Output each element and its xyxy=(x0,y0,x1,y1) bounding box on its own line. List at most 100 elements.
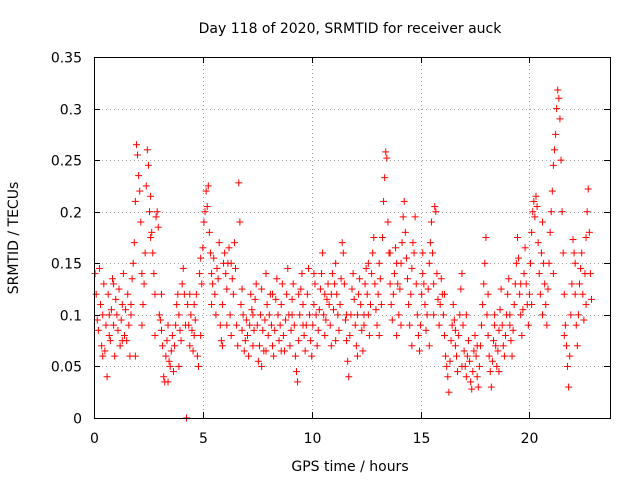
data-point xyxy=(427,218,435,226)
data-point xyxy=(494,347,502,355)
data-point xyxy=(539,218,547,226)
data-point xyxy=(417,321,425,329)
data-point xyxy=(225,244,233,252)
data-point xyxy=(351,321,359,329)
data-point xyxy=(340,280,348,288)
data-point xyxy=(398,239,406,247)
data-point xyxy=(358,326,366,334)
data-point xyxy=(201,208,209,216)
data-point xyxy=(562,342,570,350)
data-point xyxy=(369,249,377,257)
data-point xyxy=(144,161,152,169)
y-tick-label: 0.35 xyxy=(51,51,82,67)
data-point xyxy=(401,228,409,236)
data-point xyxy=(230,239,238,247)
data-point xyxy=(165,357,173,365)
data-point xyxy=(259,326,267,334)
data-point xyxy=(226,311,234,319)
data-point xyxy=(512,259,520,267)
data-point xyxy=(321,290,329,298)
data-point xyxy=(153,208,161,216)
data-point xyxy=(311,280,319,288)
data-point xyxy=(124,290,132,298)
data-point xyxy=(333,290,341,298)
data-point xyxy=(262,347,270,355)
data-point xyxy=(394,280,402,288)
data-point xyxy=(516,290,524,298)
data-point xyxy=(471,331,479,339)
data-point xyxy=(500,352,508,360)
data-point xyxy=(112,295,120,303)
data-point xyxy=(469,368,477,376)
data-point xyxy=(239,311,247,319)
data-point xyxy=(383,154,391,162)
data-point xyxy=(509,326,517,334)
data-point xyxy=(328,270,336,278)
data-point xyxy=(458,270,466,278)
data-point xyxy=(381,174,389,182)
data-point xyxy=(310,270,318,278)
data-point xyxy=(132,141,140,149)
data-point xyxy=(248,306,256,314)
y-tick-label: 0.2 xyxy=(60,206,82,222)
data-point xyxy=(479,301,487,309)
data-point xyxy=(106,337,114,345)
data-point xyxy=(168,331,176,339)
data-point xyxy=(300,331,308,339)
data-point xyxy=(446,357,454,365)
data-point xyxy=(453,352,461,360)
data-point xyxy=(175,311,183,319)
data-point xyxy=(187,311,195,319)
data-point xyxy=(487,383,495,391)
data-point xyxy=(519,306,527,314)
data-point xyxy=(406,321,414,329)
data-point xyxy=(295,337,303,345)
data-point xyxy=(118,337,126,345)
data-point xyxy=(352,342,360,350)
data-point xyxy=(414,331,422,339)
data-point xyxy=(320,311,328,319)
data-point xyxy=(547,208,555,216)
data-point xyxy=(307,337,315,345)
data-point xyxy=(196,270,204,278)
data-point xyxy=(326,321,334,329)
data-point xyxy=(104,290,112,298)
data-point xyxy=(375,331,383,339)
data-point xyxy=(501,331,509,339)
data-point xyxy=(169,368,177,376)
data-point xyxy=(560,290,568,298)
data-point xyxy=(534,239,542,247)
data-point xyxy=(263,301,271,309)
x-tick-labels: 0 5 10 15 20 xyxy=(90,431,538,447)
data-point xyxy=(94,326,102,334)
data-point xyxy=(188,326,196,334)
data-point xyxy=(442,352,450,360)
data-point xyxy=(507,337,515,345)
data-point xyxy=(338,239,346,247)
data-point xyxy=(206,249,214,257)
data-point xyxy=(146,208,154,216)
data-point xyxy=(399,213,407,221)
data-point xyxy=(434,295,442,303)
data-point xyxy=(324,280,332,288)
data-point xyxy=(418,290,426,298)
data-point xyxy=(546,228,554,236)
data-point xyxy=(544,285,552,293)
data-point xyxy=(227,259,235,267)
data-point xyxy=(482,234,490,241)
data-point xyxy=(247,290,255,298)
data-point xyxy=(98,342,106,350)
data-point xyxy=(570,249,578,257)
data-point xyxy=(264,331,272,339)
data-point xyxy=(288,295,296,303)
data-point xyxy=(319,249,327,257)
data-point xyxy=(129,259,137,267)
data-point xyxy=(365,331,373,339)
data-point xyxy=(245,352,253,360)
axis-ticks xyxy=(94,57,610,419)
data-point xyxy=(373,321,381,329)
data-point xyxy=(362,264,370,272)
data-point xyxy=(336,301,344,309)
data-point xyxy=(389,290,397,298)
data-point xyxy=(113,311,121,319)
